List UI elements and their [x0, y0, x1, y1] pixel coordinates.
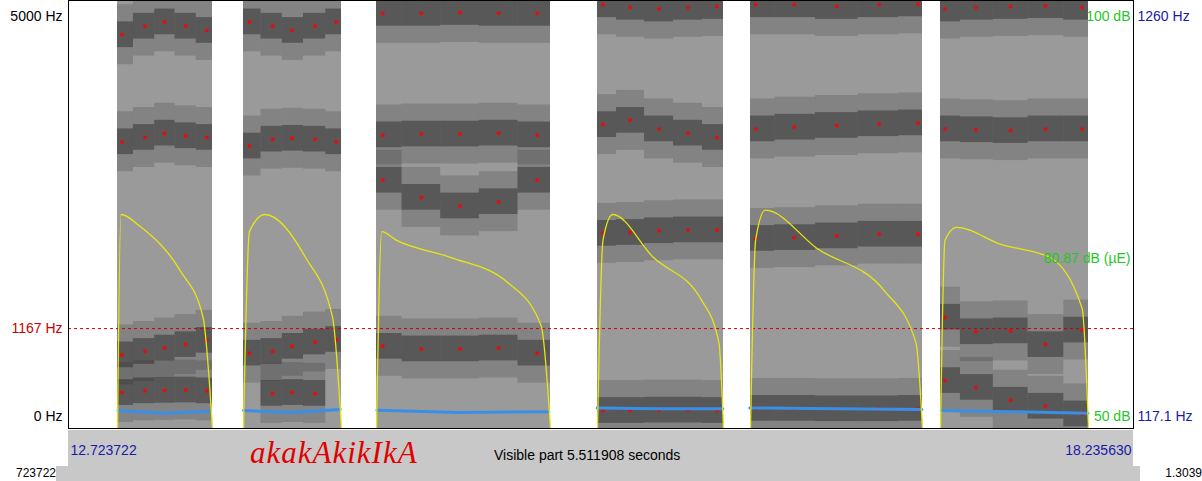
html-text:Visible part 5.511908 seconds: Visible part 5.511908 seconds	[494, 447, 681, 463]
svg-text:1167 Hz: 1167 Hz	[11, 320, 62, 336]
svg-text:117.1 Hz: 117.1 Hz	[1138, 408, 1193, 424]
svg-text:0 Hz: 0 Hz	[34, 408, 63, 424]
svg-text:18.235630: 18.235630	[1065, 442, 1131, 458]
svg-text:12.723722: 12.723722	[71, 442, 137, 458]
svg-text:5000 Hz: 5000 Hz	[10, 8, 62, 24]
html-text:1.3039: 1.3039	[1165, 466, 1202, 480]
svg-text:1260 Hz: 1260 Hz	[1138, 8, 1190, 24]
svg-text:80.87 dB (µE): 80.87 dB (µE)	[1044, 250, 1131, 266]
html-text:723722: 723722	[16, 466, 56, 480]
svg-text:50 dB: 50 dB	[1094, 408, 1131, 424]
svg-text:100 dB: 100 dB	[1086, 8, 1130, 24]
html-text:akakAkikIkA: akakAkikIkA	[250, 435, 418, 470]
